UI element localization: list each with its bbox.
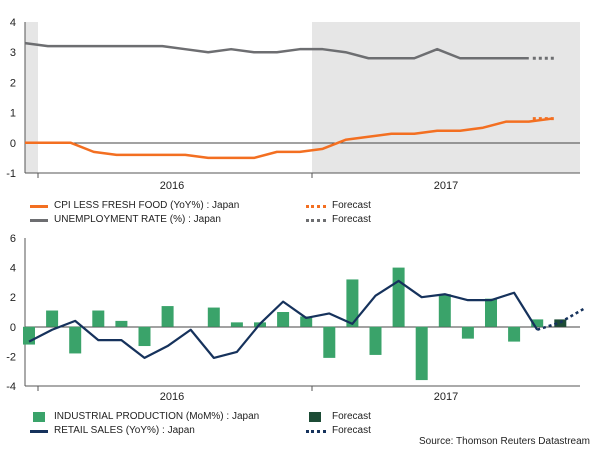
bottom-y-tick-label: 2 [10, 292, 16, 304]
industrial-bar [392, 267, 405, 327]
top-y-tick-label: 1 [10, 108, 16, 120]
bottom-x-ticks [37, 386, 313, 391]
legend-industrial-forecast-label: Forecast [332, 411, 371, 422]
industrial-bar [300, 316, 313, 327]
industrial-bar [69, 326, 82, 354]
top-legend-forecast: Forecast Forecast [306, 199, 371, 227]
industrial-bar [461, 326, 474, 339]
bottom-bars-group [23, 267, 567, 381]
top-y-tick-label: 4 [10, 17, 16, 29]
industrial-bar [323, 326, 336, 358]
bottom-y-ticks: -4 -2 0 2 4 6 [6, 233, 16, 393]
top-x-label-2016: 2016 [160, 180, 184, 192]
legend-industrial-forecast-swatch [309, 412, 321, 422]
industrial-bar [23, 326, 35, 345]
bottom-y-tick-label: 6 [10, 233, 16, 245]
top-legend: CPI LESS FRESH FOOD (YoY%) : Japan UNEMP… [30, 199, 239, 227]
top-x-label-2017: 2017 [434, 180, 458, 192]
bottom-panel: -4 -2 0 2 4 6 2016 2017 [6, 233, 585, 403]
legend-cpi-forecast-swatch [306, 204, 326, 208]
legend-cpi-forecast: Forecast [306, 199, 371, 213]
top-y-tick-label: 2 [10, 77, 16, 89]
unemployment-line [24, 41, 529, 60]
bottom-line-group [28, 279, 585, 359]
legend-industrial: INDUSTRIAL PRODUCTION (MoM%) : Japan [30, 410, 259, 424]
bottom-y-tick-label: 4 [10, 263, 16, 275]
industrial-bar [138, 326, 151, 347]
legend-retail-label: RETAIL SALES (YoY%) : Japan [54, 425, 195, 436]
source-note: Source: Thomson Reuters Datastream [418, 436, 590, 447]
bottom-x-label-2016: 2016 [160, 391, 184, 403]
legend-unemployment-forecast-label: Forecast [332, 214, 371, 225]
legend-cpi: CPI LESS FRESH FOOD (YoY%) : Japan [30, 199, 239, 213]
industrial-bar [369, 326, 382, 355]
industrial-bar [161, 306, 174, 327]
top-y-tick-label: 0 [10, 138, 16, 150]
industrial-bar [531, 319, 544, 327]
legend-unemployment-forecast: Forecast [306, 213, 371, 227]
legend-retail: RETAIL SALES (YoY%) : Japan [30, 424, 259, 438]
legend-retail-forecast-swatch [306, 429, 326, 433]
legend-cpi-forecast-label: Forecast [332, 200, 371, 211]
retail-sales-line [28, 279, 539, 359]
industrial-bar [207, 307, 220, 327]
top-series-group [24, 41, 556, 160]
legend-cpi-label: CPI LESS FRESH FOOD (YoY%) : Japan [54, 200, 240, 211]
industrial-bar [230, 322, 243, 327]
top-y-ticks: -1 0 1 2 3 4 [6, 17, 16, 180]
legend-industrial-swatch [33, 412, 45, 422]
industrial-bar [46, 310, 59, 327]
legend-retail-forecast-label: Forecast [332, 425, 371, 436]
bottom-y-tick-label: -2 [6, 351, 16, 363]
retail-sales-forecast-line [536, 307, 585, 331]
legend-unemployment: UNEMPLOYMENT RATE (%) : Japan [30, 213, 239, 227]
industrial-bar [277, 312, 290, 327]
cpi-line [25, 117, 552, 160]
top-shade-2015 [25, 22, 38, 173]
industrial-bar [346, 279, 359, 327]
top-y-tick-label: 3 [10, 47, 16, 59]
industrial-bar [438, 294, 451, 327]
top-y-tick-label: -1 [6, 168, 16, 180]
legend-unemployment-label: UNEMPLOYMENT RATE (%) : Japan [54, 214, 221, 225]
bottom-legend-forecast: Forecast Forecast [306, 410, 371, 438]
bottom-y-tick-label: 0 [10, 322, 16, 334]
industrial-bar [485, 298, 497, 327]
bottom-x-label-2017: 2017 [434, 391, 458, 403]
industrial-bar [92, 310, 105, 327]
industrial-bar [415, 326, 428, 381]
legend-cpi-swatch [30, 204, 48, 208]
legend-unemployment-forecast-swatch [306, 218, 326, 222]
legend-industrial-forecast: Forecast [306, 410, 371, 424]
bottom-legend: INDUSTRIAL PRODUCTION (MoM%) : Japan RET… [30, 410, 259, 438]
legend-industrial-label: INDUSTRIAL PRODUCTION (MoM%) : Japan [54, 411, 260, 422]
legend-retail-forecast: Forecast [306, 424, 371, 438]
legend-unemployment-swatch [30, 218, 48, 222]
top-panel: -1 0 1 2 3 4 2016 2017 [6, 17, 580, 192]
bottom-y-tick-label: -4 [6, 381, 16, 393]
legend-retail-swatch [30, 429, 48, 433]
industrial-bar [508, 326, 521, 342]
industrial-bar [115, 320, 128, 327]
top-shade-2017 [312, 22, 580, 173]
top-x-ticks [37, 173, 313, 178]
